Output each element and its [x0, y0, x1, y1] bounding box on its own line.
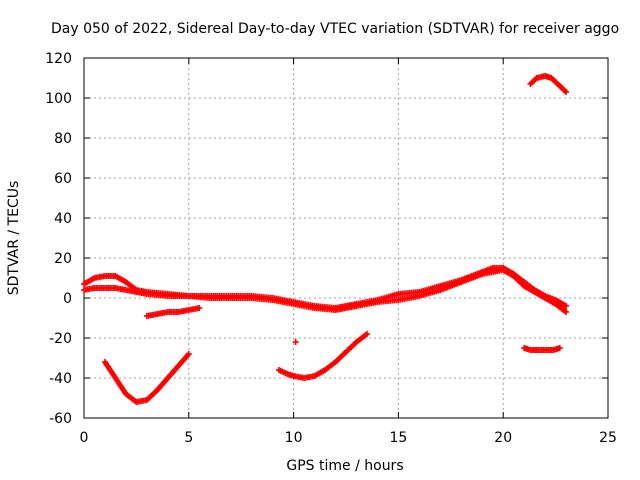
plot-frame: [83, 57, 609, 419]
data-point: [363, 331, 370, 337]
y-tick-label: -60: [49, 411, 72, 427]
grid-lines: [84, 58, 608, 418]
data-markers: [81, 73, 570, 405]
x-tick-label: 10: [285, 430, 303, 446]
x-axis-label: GPS time / hours: [286, 458, 403, 474]
x-tick-label: 25: [599, 430, 617, 446]
y-tick-label: 0: [63, 291, 72, 307]
y-tick-label: 100: [45, 91, 72, 107]
data-point: [563, 89, 570, 95]
data-point: [563, 303, 570, 309]
data-point: [563, 309, 570, 315]
x-tick-label: 0: [80, 430, 89, 446]
x-tick-label: 5: [184, 430, 193, 446]
data-point: [556, 345, 563, 351]
y-tick-label: 120: [45, 51, 72, 67]
y-tick-label: -20: [49, 331, 72, 347]
y-tick-label: 20: [54, 251, 72, 267]
data-point: [292, 339, 299, 345]
chart-title: Day 050 of 2022, Sidereal Day-to-day VTE…: [51, 21, 619, 37]
axis-ticks: [83, 57, 609, 419]
data-point: [185, 351, 192, 357]
y-axis-label: SDTVAR / TECUs: [6, 181, 22, 296]
y-tick-label: 40: [54, 211, 72, 227]
y-tick-label: 60: [54, 171, 72, 187]
x-tick-labels: 0 5 10 15 20 25: [80, 430, 617, 446]
data-point: [196, 305, 203, 311]
x-tick-label: 15: [389, 430, 407, 446]
y-tick-labels: -60 -40 -20 0 20 40 60 80 100 120: [45, 51, 72, 427]
y-tick-label: -40: [49, 371, 72, 387]
x-tick-label: 20: [494, 430, 512, 446]
y-tick-label: 80: [54, 131, 72, 147]
